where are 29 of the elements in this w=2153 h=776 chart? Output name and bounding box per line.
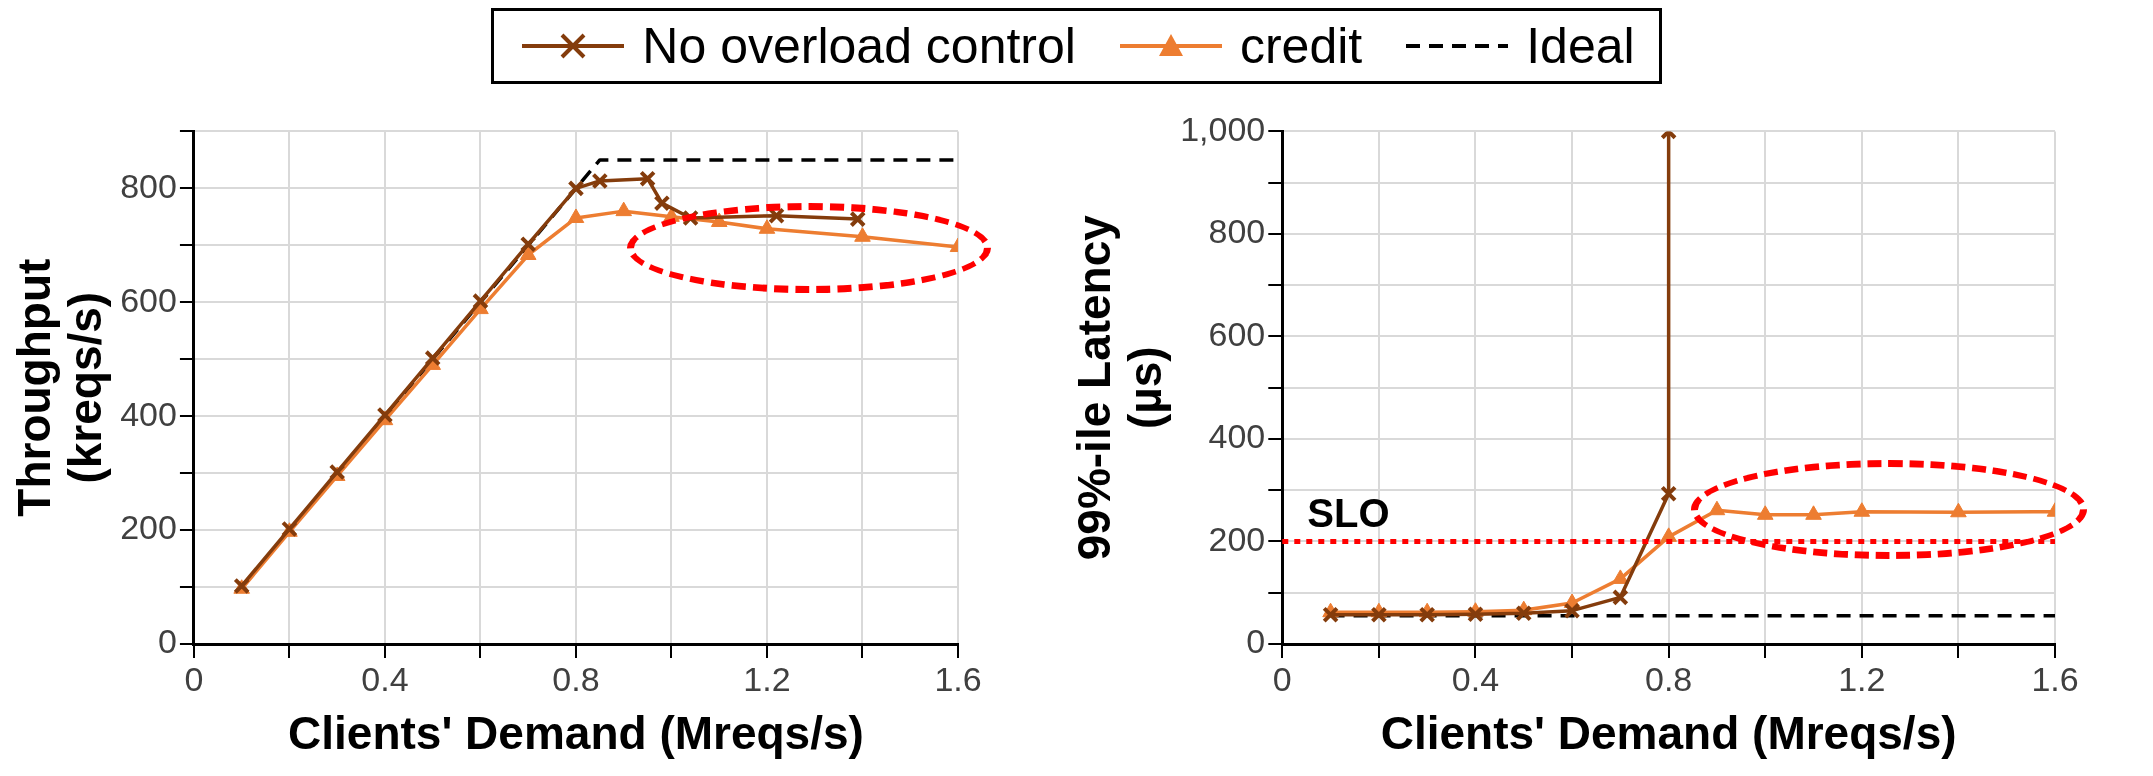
x-tick-label: 1.6 [934,659,982,698]
x-axis-title: Clients' Demand (Mreqs/s) [288,707,864,760]
x-tick-label: 0.8 [552,659,600,698]
x-tick-label: 1.2 [743,659,791,698]
y-tick-label: 0 [1246,622,1266,661]
legend-label: No overload control [641,17,1076,75]
x-tick-label: 0 [184,659,204,698]
x-tick-label: 0.4 [1451,659,1500,698]
y-tick-label: 400 [120,394,177,433]
x-tick-label: 0.4 [361,659,409,698]
legend-label: credit [1238,17,1363,75]
x-tick-label: 0.8 [1645,659,1693,698]
x-tick-label: 1.2 [1838,659,1886,698]
y-tick-label: 400 [1208,417,1266,456]
y-axis-title: 99%-ile Latency (µs) [1067,214,1171,561]
y-tick-label: 600 [120,280,177,319]
y-tick-label: 200 [1208,519,1266,558]
y-tick-label: 600 [1208,314,1266,353]
y-tick-label: 800 [1208,212,1266,251]
y-tick-label: 0 [158,622,177,661]
y-tick-label: 200 [120,508,177,547]
y-tick-label: 800 [120,166,177,205]
y-tick-label: 1,000 [1180,109,1266,148]
ref-line-label: SLO [1307,490,1390,535]
x-tick-label: 0 [1272,659,1292,698]
x-axis-title: Clients' Demand (Mreqs/s) [1380,707,1957,760]
x-tick-label: 1.6 [2031,659,2079,698]
y-axis-title: Throughput (kreqs/s) [7,258,111,517]
legend-label: Ideal [1525,17,1635,75]
